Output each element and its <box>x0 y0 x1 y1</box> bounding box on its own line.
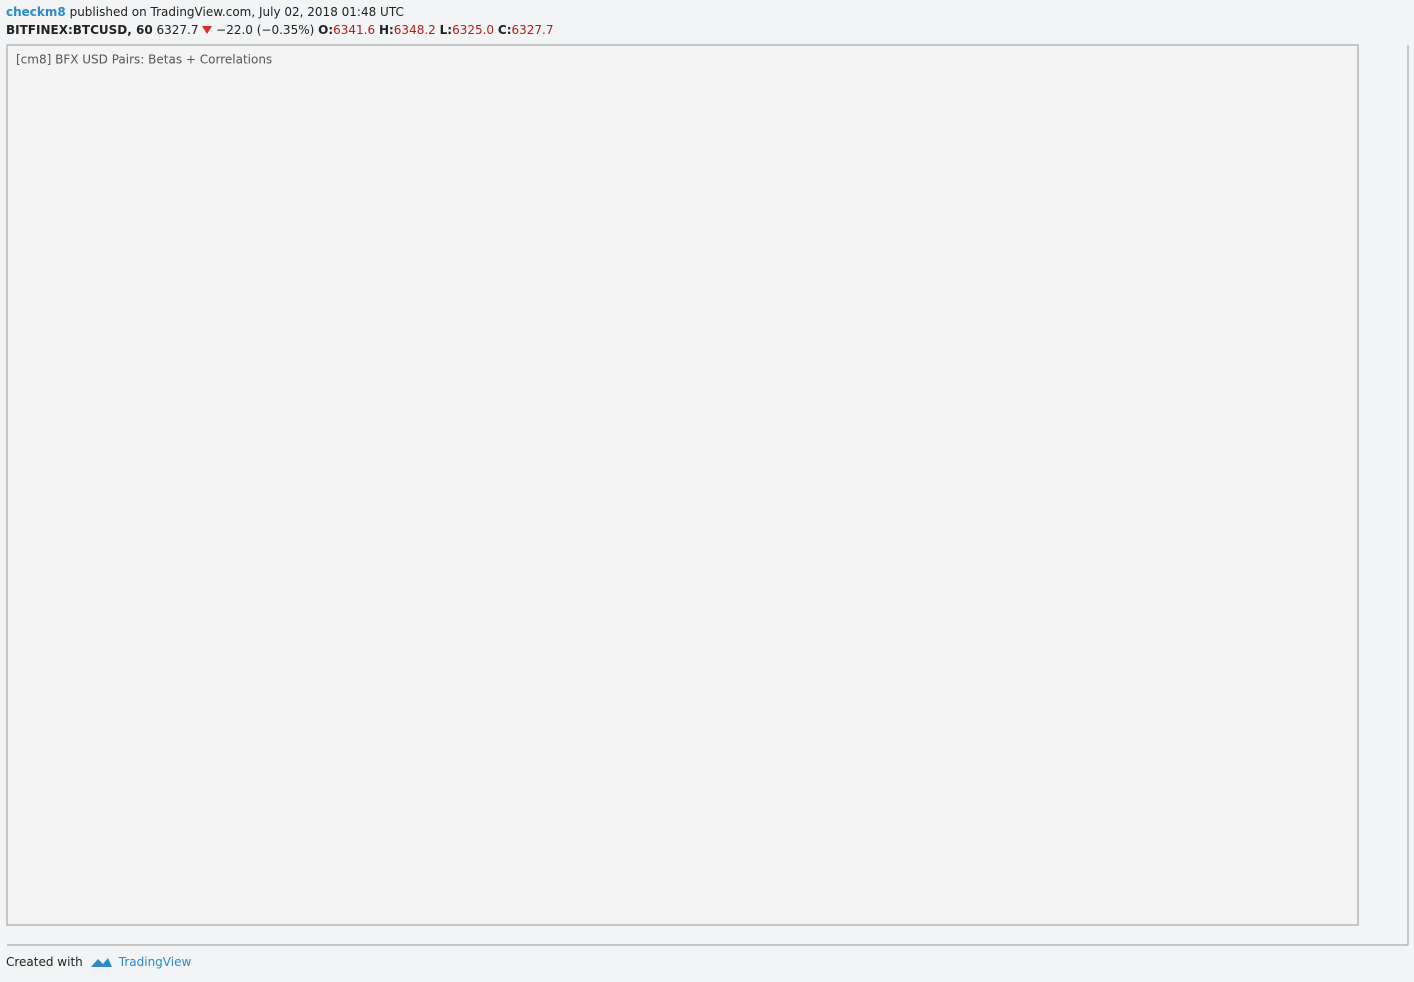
ohlc-value: 6341.6 <box>333 23 376 37</box>
tv-logo <box>90 958 112 967</box>
plot-area <box>6 44 1359 926</box>
indicator-title: [cm8] BFX USD Pairs: Betas + Correlation… <box>16 53 272 67</box>
created-with: Created with <box>6 955 83 969</box>
ohlc-value: 6348.2 <box>393 23 436 37</box>
footer: Created with TradingView <box>6 955 191 969</box>
publish-line: checkm8 published on TradingView.com, Ju… <box>6 3 554 21</box>
ohlc-label: C: <box>497 23 512 37</box>
ohlc-label: O: <box>318 23 334 37</box>
header: checkm8 published on TradingView.com, Ju… <box>6 3 554 39</box>
ohlc-label: H: <box>378 23 394 37</box>
ohlc-value: 6325.0 <box>452 23 495 37</box>
published: published on TradingView.com, July 02, 2… <box>69 5 404 19</box>
ohlc-label: L: <box>439 23 453 37</box>
ohlc-value: 6327.7 <box>511 23 554 37</box>
chart: [cm8] BFX USD Pairs: Betas + Correlation… <box>6 44 1409 946</box>
price: 6327.7 <box>156 23 199 37</box>
down-arrow <box>202 26 213 34</box>
change: −22.0 (−0.35%) <box>216 23 315 37</box>
symbol-line: BITFINEX:BTCUSD, 60 6327.7 −22.0 (−0.35%… <box>6 21 554 39</box>
brand[interactable]: TradingView <box>118 955 192 969</box>
ohlc: O:6341.6 H:6348.2 L:6325.0 C:6327.7 <box>318 23 553 37</box>
author[interactable]: checkm8 <box>6 5 66 19</box>
symbol: BITFINEX:BTCUSD, 60 <box>6 23 153 37</box>
